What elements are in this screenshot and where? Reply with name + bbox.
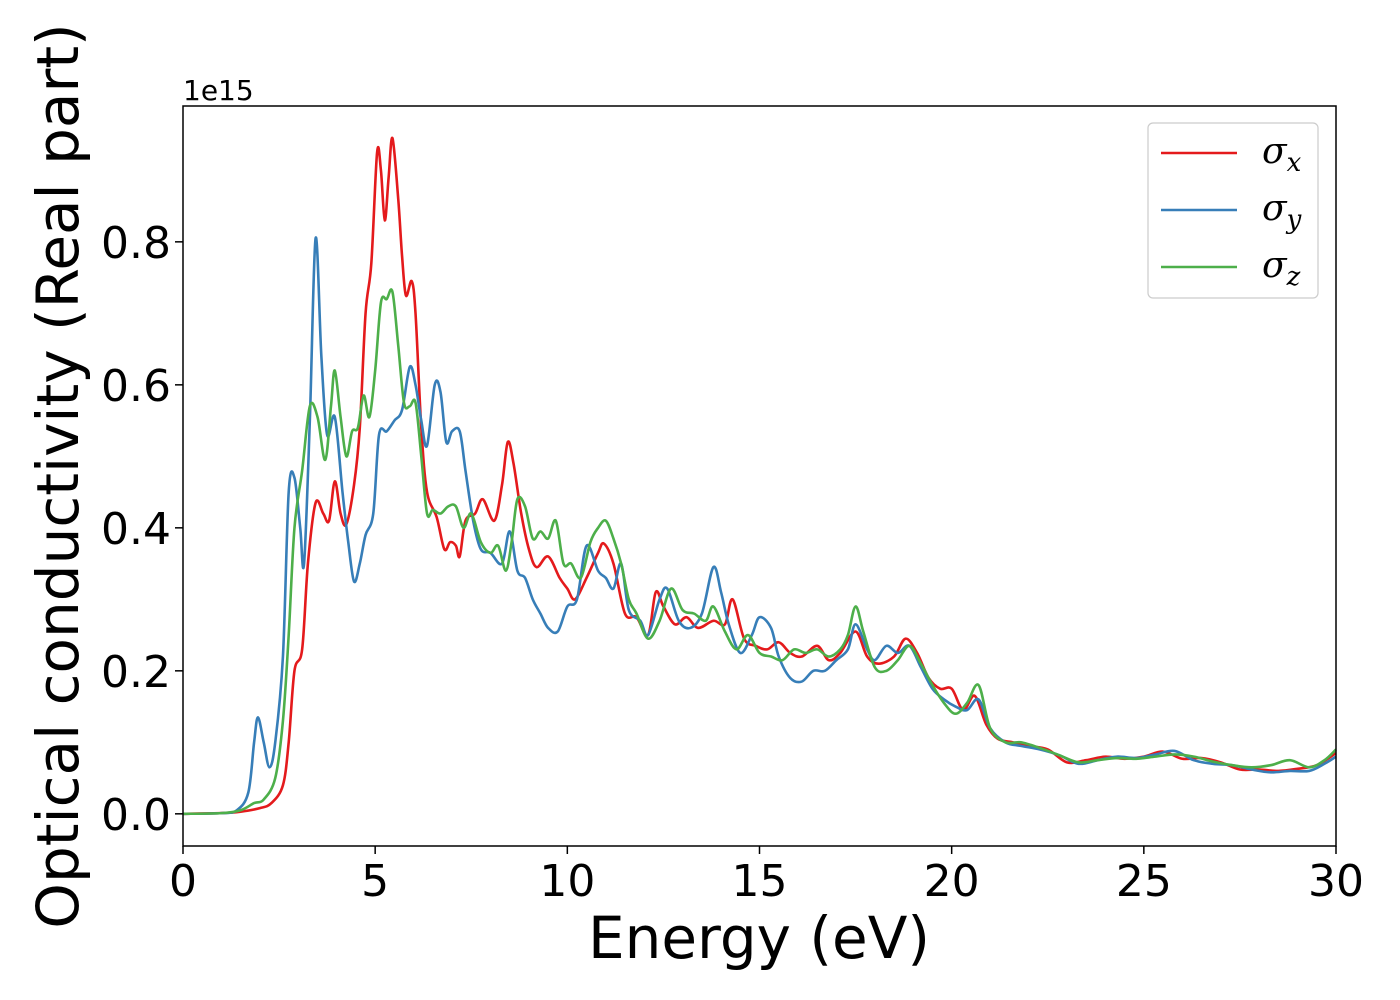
legend: σx σy σz <box>1147 122 1319 299</box>
y-axis-ticks: 0.0 0.2 0.4 0.6 0.8 <box>101 218 183 841</box>
series-line-z <box>182 288 1337 816</box>
x-axis-ticks: 0 5 10 15 20 25 30 <box>169 846 1364 907</box>
y-tick-label: 0.6 <box>101 361 171 412</box>
y-tick-label: 0.2 <box>101 647 171 698</box>
y-tick-label: 0.0 <box>101 790 171 841</box>
x-tick-label: 10 <box>539 856 595 907</box>
y-tick-label: 0.8 <box>101 218 171 269</box>
legend-label-z: σz <box>1262 245 1301 292</box>
legend-label-x: σx <box>1262 131 1302 178</box>
x-tick-label: 5 <box>361 856 389 907</box>
x-tick-label: 30 <box>1308 856 1364 907</box>
legend-label-y: σy <box>1262 188 1302 235</box>
y-offset-label: 1e15 <box>183 74 254 107</box>
x-tick-label: 0 <box>169 856 197 907</box>
x-axis-title: Energy (eV) <box>588 904 930 972</box>
x-tick-label: 25 <box>1116 856 1172 907</box>
y-tick-label: 0.4 <box>101 504 171 555</box>
series-lines <box>182 136 1337 816</box>
x-tick-label: 20 <box>924 856 980 907</box>
y-axis-title: Optical conductivity (Real part) <box>24 23 92 928</box>
x-tick-label: 15 <box>732 856 788 907</box>
